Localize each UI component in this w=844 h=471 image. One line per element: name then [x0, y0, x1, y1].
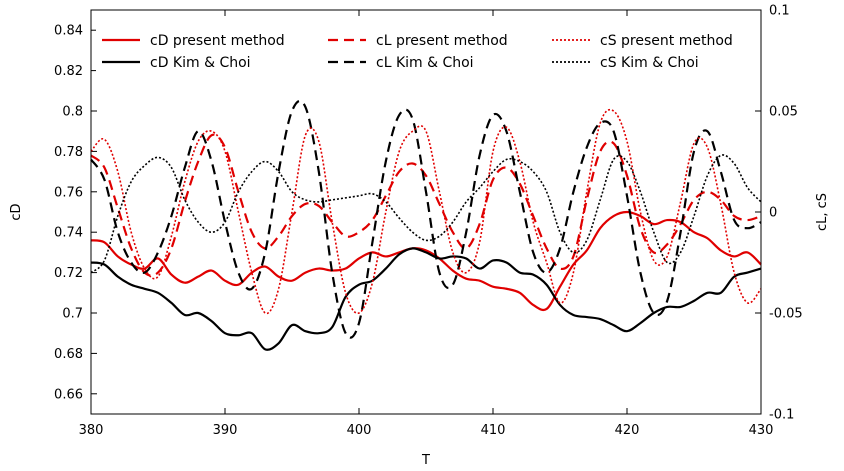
x-tick-label: 420	[615, 423, 640, 438]
left-y-axis-ticks: 0.66 0.68 0.7 0.72 0.74 0.76 0.78 0.8 0.82 0.84	[54, 24, 97, 402]
legend-label: cL Kim & Choi	[376, 55, 474, 71]
right-y-axis-ticks: -0.1 -0.05 0 0.05 0.1	[755, 4, 803, 423]
x-tick-label: 380	[79, 423, 104, 438]
left-y-tick-label: 0.72	[54, 266, 83, 281]
left-y-tick-label: 0.7	[62, 307, 83, 322]
x-axis-label: T	[421, 453, 430, 468]
series-line-cd-kim-choi	[90, 247, 762, 351]
right-y-tick-label: 0.05	[769, 105, 798, 120]
right-y-tick-label: 0.1	[769, 4, 790, 19]
legend-label: cL present method	[376, 33, 508, 49]
x-tick-label: 390	[213, 423, 238, 438]
left-y-tick-label: 0.66	[54, 387, 83, 402]
right-y-axis-label: cL, cS	[815, 193, 830, 231]
x-axis-ticks: 380 390 400 410 420 430	[79, 10, 774, 438]
right-y-tick-label: -0.05	[769, 307, 803, 322]
series-layer	[90, 99, 762, 351]
legend-label: cS present method	[600, 33, 733, 49]
x-tick-label: 430	[749, 423, 774, 438]
left-y-tick-label: 0.84	[54, 24, 83, 39]
left-y-tick-label: 0.8	[62, 105, 83, 120]
right-y-tick-label: 0	[769, 206, 777, 221]
series-line-cs-kim-choi	[90, 154, 762, 274]
left-y-tick-label: 0.78	[54, 145, 83, 160]
series-line-cd-present-method	[90, 210, 762, 312]
left-y-tick-label: 0.76	[54, 185, 83, 200]
x-tick-label: 410	[481, 423, 506, 438]
right-y-tick-label: -0.1	[769, 408, 794, 423]
legend: cD present method cL present method cS pre…	[96, 24, 752, 72]
legend-background	[96, 24, 752, 72]
plot-frame	[90, 9, 762, 415]
series-line-cl-present-method	[90, 133, 762, 277]
left-y-tick-label: 0.74	[54, 226, 83, 241]
series-line-cl-kim-choi	[90, 99, 762, 339]
legend-label: cD present method	[150, 33, 285, 49]
left-y-tick-label: 0.82	[54, 64, 83, 79]
left-y-axis-label: cD	[9, 203, 24, 220]
legend-label: cS Kim & Choi	[600, 55, 699, 71]
left-y-tick-label: 0.68	[54, 347, 83, 362]
legend-label: cD Kim & Choi	[150, 55, 251, 71]
x-tick-label: 400	[347, 423, 372, 438]
